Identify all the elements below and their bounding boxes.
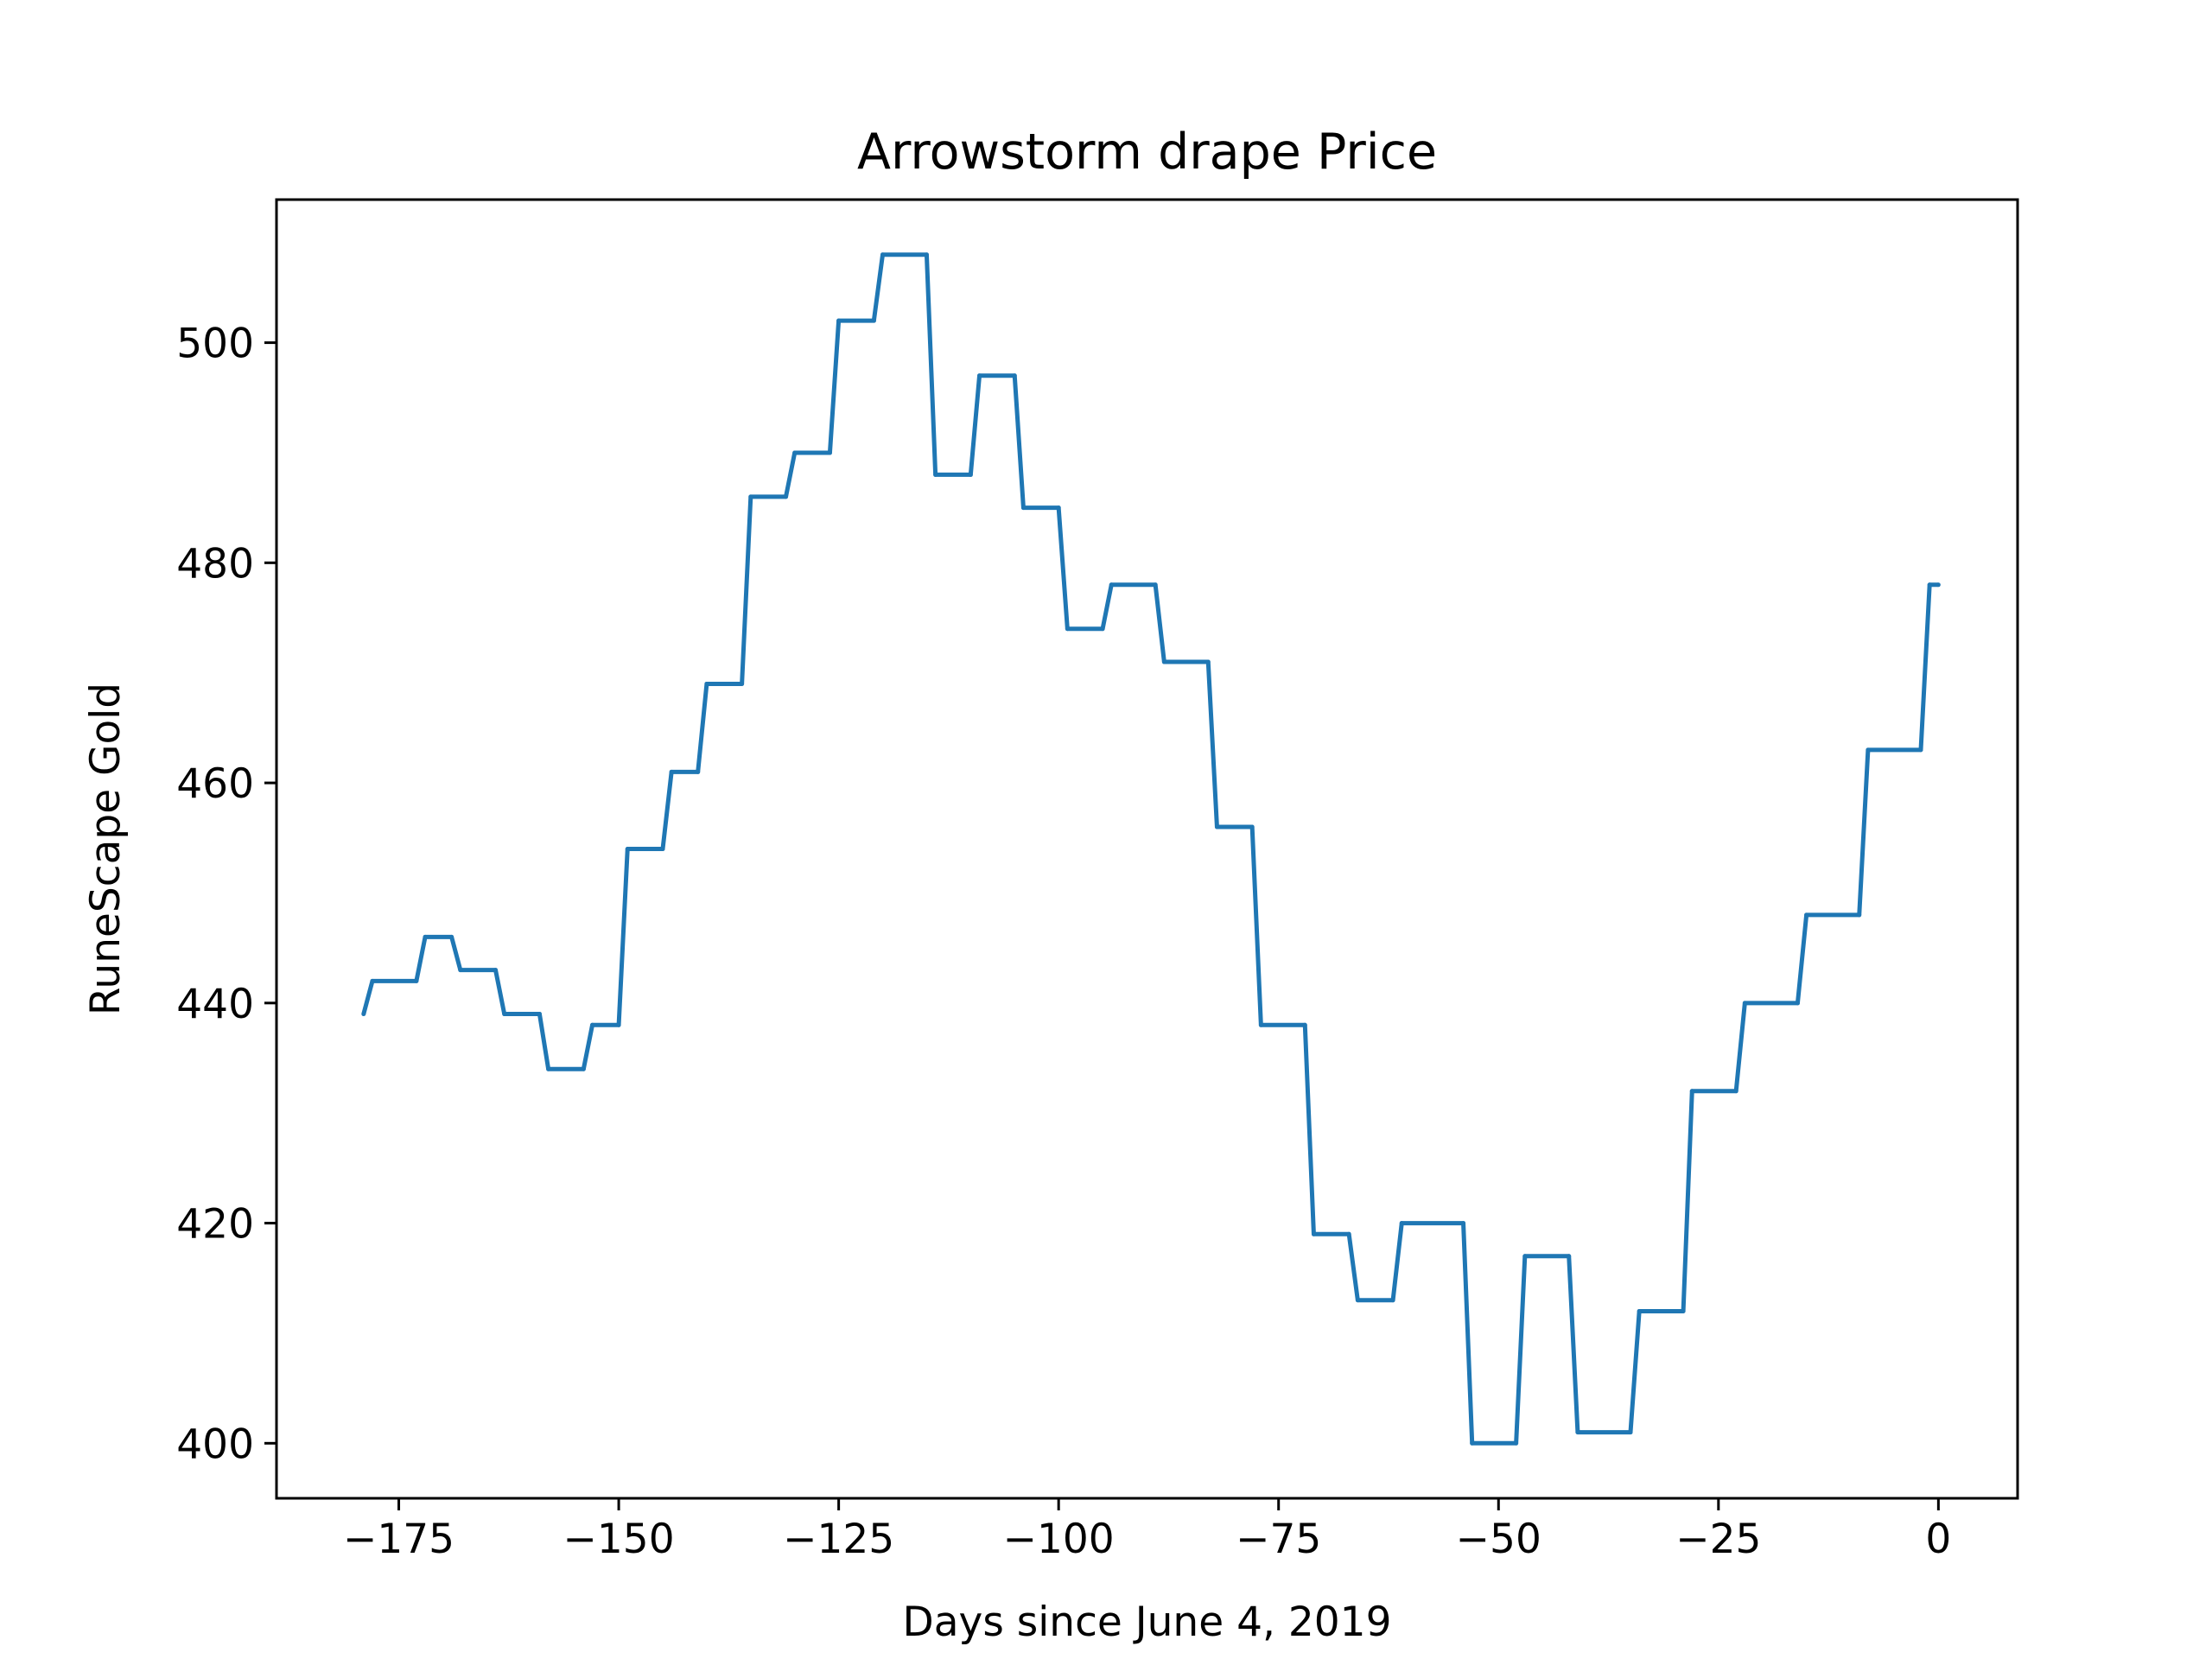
data-point: [924, 252, 929, 257]
data-point: [1311, 1231, 1316, 1236]
data-point: [1795, 1001, 1800, 1006]
data-point: [458, 968, 463, 973]
x-tick-label: −75: [1236, 1516, 1321, 1563]
data-point: [370, 978, 375, 983]
data-point: [792, 450, 798, 455]
data-point: [361, 1012, 366, 1017]
data-point: [1346, 1231, 1351, 1236]
data-point: [414, 978, 419, 983]
plot-area-frame: [275, 198, 2019, 1500]
data-point: [1575, 1430, 1580, 1435]
data-point: [836, 318, 842, 323]
data-point: [1355, 1298, 1360, 1303]
data-point: [1470, 1440, 1475, 1446]
data-point: [827, 450, 832, 455]
data-point: [546, 1066, 551, 1071]
data-point: [423, 934, 428, 939]
data-point: [740, 681, 745, 686]
data-point: [1020, 505, 1026, 511]
data-point: [1927, 582, 1932, 588]
data-point: [696, 769, 701, 774]
chart-title: Arrowstorm drape Price: [857, 124, 1437, 181]
data-point: [704, 681, 709, 686]
data-point: [1258, 1022, 1263, 1027]
data-point: [449, 934, 454, 939]
x-tick-label: −175: [343, 1516, 454, 1563]
data-point: [1399, 1221, 1404, 1226]
x-axis-label: Days since June 4, 2019: [903, 1599, 1392, 1646]
data-point: [590, 1022, 595, 1027]
data-point: [1522, 1254, 1528, 1259]
data-point: [1628, 1430, 1633, 1435]
data-point: [1689, 1089, 1694, 1094]
data-point: [1681, 1308, 1686, 1313]
data-point: [1514, 1440, 1519, 1446]
data-point: [871, 318, 876, 323]
data-point: [784, 494, 789, 499]
data-point: [1205, 659, 1211, 664]
y-axis-ticks: 400 420 440 460 480 500: [176, 321, 276, 1468]
data-point: [669, 769, 674, 774]
data-point: [1109, 582, 1114, 588]
y-tick-label: 420: [176, 1201, 254, 1249]
data-point: [1100, 626, 1105, 632]
series-layer: [361, 252, 1941, 1446]
x-tick-label: −125: [783, 1516, 894, 1563]
data-point: [1637, 1308, 1642, 1313]
data-point: [625, 847, 630, 851]
data-point: [537, 1012, 542, 1017]
data-point: [1161, 659, 1166, 664]
y-tick-label: 500: [176, 321, 254, 368]
data-point: [502, 1012, 507, 1017]
y-axis-label: RuneScape Gold: [82, 683, 130, 1015]
data-point: [968, 472, 973, 477]
x-tick-label: 0: [1925, 1516, 1951, 1563]
data-point: [1461, 1221, 1466, 1226]
x-axis-ticks: −175 −150 −125 −100 −75 −50 −25 0: [343, 1498, 1951, 1563]
data-point: [616, 1022, 621, 1027]
data-point: [1302, 1022, 1307, 1027]
y-tick-label: 480: [176, 540, 254, 588]
data-point: [1936, 582, 1941, 588]
y-tick-label: 460: [176, 760, 254, 808]
data-point: [1249, 824, 1255, 830]
data-point: [1918, 747, 1923, 753]
data-point: [660, 847, 665, 851]
data-point: [880, 252, 886, 257]
data-point: [1390, 1298, 1395, 1303]
y-tick-label: 400: [176, 1421, 254, 1468]
price-line: [361, 252, 1939, 1446]
data-point: [748, 494, 753, 499]
data-point: [1866, 747, 1871, 753]
x-tick-label: −100: [1003, 1516, 1115, 1563]
data-point: [1214, 824, 1219, 830]
data-point: [1567, 1254, 1572, 1259]
data-point: [1804, 912, 1809, 918]
data-point: [1742, 1001, 1747, 1006]
data-point: [1857, 912, 1862, 918]
data-point: [1012, 373, 1017, 378]
x-tick-label: −50: [1456, 1516, 1541, 1563]
data-point: [493, 968, 499, 973]
data-point: [1056, 505, 1061, 511]
data-point: [1733, 1089, 1738, 1094]
x-tick-label: −150: [563, 1516, 675, 1563]
data-point: [1153, 582, 1158, 588]
data-point: [581, 1066, 586, 1071]
x-tick-label: −25: [1675, 1516, 1761, 1563]
data-point: [933, 472, 938, 477]
data-point: [1065, 626, 1070, 632]
data-point: [977, 373, 982, 378]
y-tick-label: 440: [176, 981, 254, 1028]
